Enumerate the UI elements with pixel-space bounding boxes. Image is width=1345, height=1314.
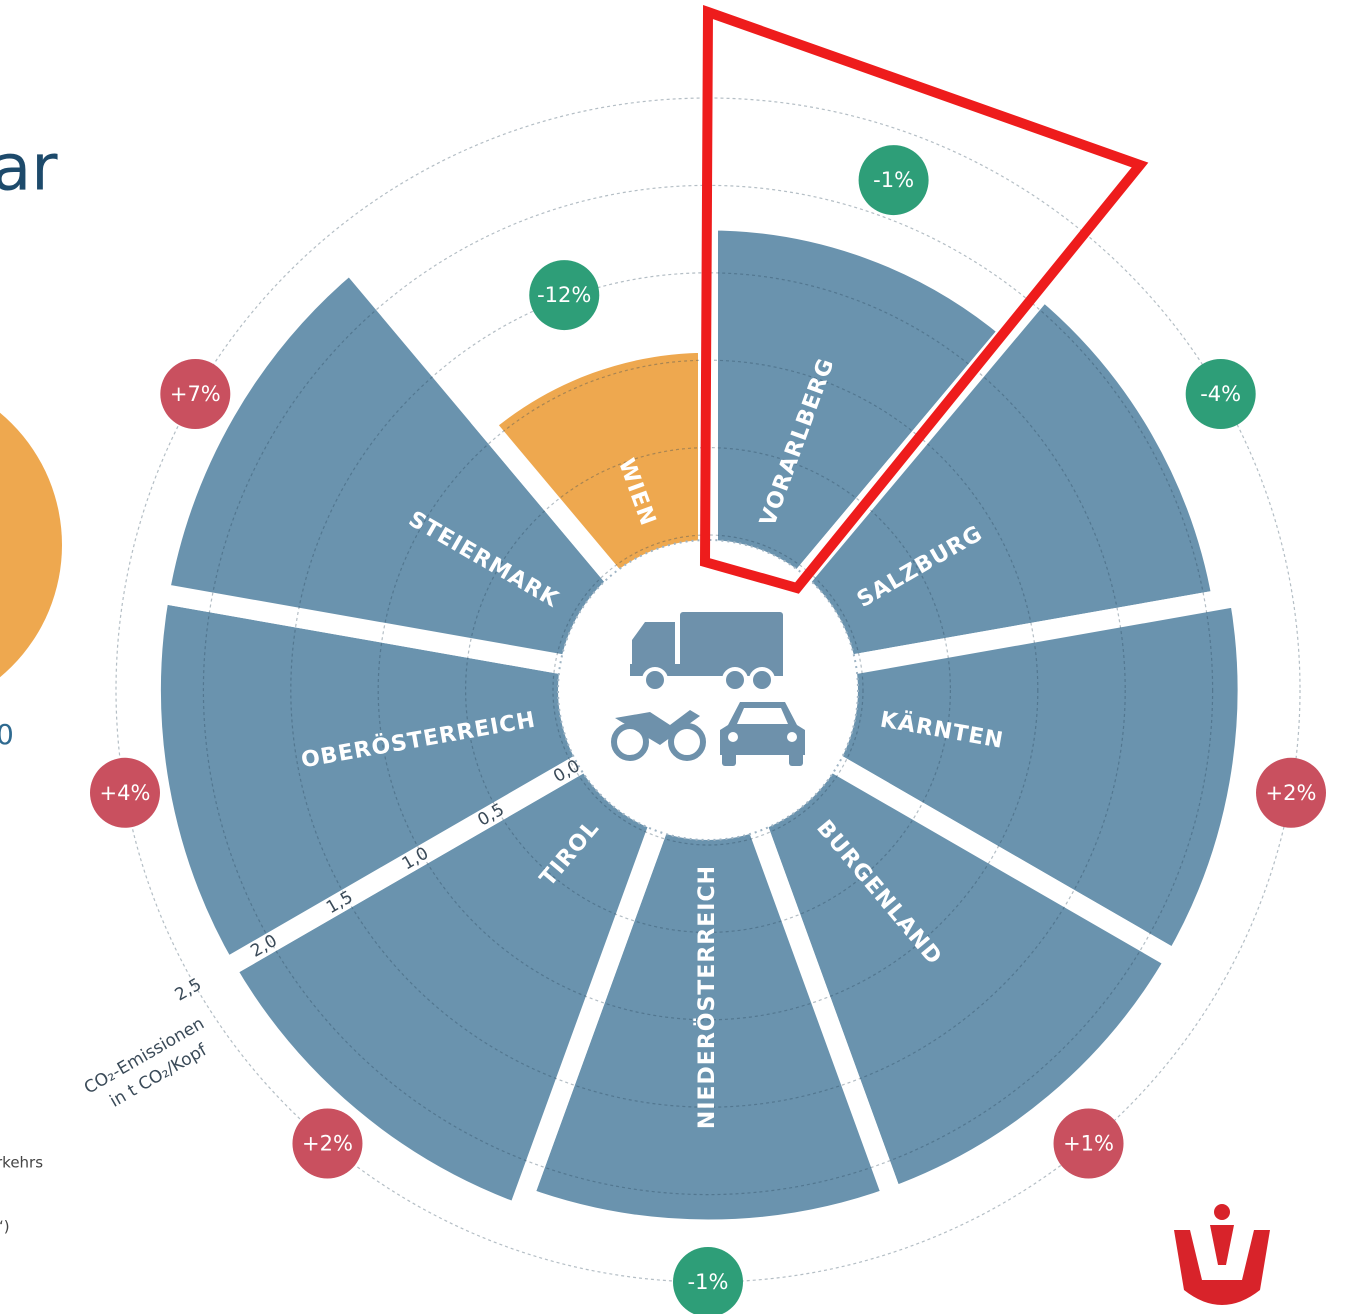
category-label: NIEDERÖSTERREICH — [694, 865, 720, 1129]
change-badge: +7% — [160, 359, 231, 429]
badge-label: +2% — [1266, 781, 1317, 805]
change-badge: +4% — [89, 757, 160, 828]
change-badge: +2% — [1256, 757, 1327, 828]
badge-circle — [673, 1247, 743, 1314]
badge-circle — [89, 757, 160, 828]
bar — [510, 660, 906, 1240]
center-hole — [557, 539, 859, 841]
badge-label: -4% — [1200, 382, 1241, 406]
change-badge: +2% — [292, 1108, 363, 1179]
badge-circle — [1053, 1108, 1124, 1179]
side-circle — [0, 412, 62, 678]
annotation-outline — [699, 4, 1149, 594]
badge-circle — [1185, 359, 1256, 429]
bar — [689, 667, 1189, 1210]
window-cutouts — [728, 708, 797, 742]
badge-circle — [529, 260, 600, 331]
badge-label: -1% — [873, 168, 914, 192]
badge-circle — [858, 145, 929, 216]
grid-line — [377, 359, 1039, 1021]
badge-circle — [292, 1108, 363, 1179]
note: “) — [0, 1218, 10, 1236]
change-badge: -4% — [1185, 359, 1256, 429]
change-badge: -1% — [858, 145, 929, 216]
badge-circle — [160, 359, 231, 429]
vehicle-icons — [611, 612, 805, 766]
badge-label: +4% — [100, 781, 151, 805]
change-badge: -12% — [529, 260, 600, 331]
grid-line — [115, 97, 1301, 1283]
badge-label: +1% — [1063, 1131, 1114, 1155]
y-tick-label: 2,5 — [172, 975, 205, 1006]
badge-circle — [1256, 757, 1327, 828]
note: rkehrs — [0, 1154, 43, 1172]
title-fragment: ar — [0, 132, 58, 206]
change-badge: +1% — [1053, 1108, 1124, 1179]
grid-line — [290, 272, 1126, 1108]
badge-label: +7% — [170, 382, 221, 406]
badge-label: +2% — [302, 1131, 353, 1155]
badge-label: -12% — [537, 283, 591, 307]
note: 0 — [0, 718, 14, 751]
logo — [1174, 1204, 1270, 1305]
change-badge: -1% — [673, 1247, 743, 1314]
badge-label: -1% — [688, 1270, 729, 1294]
grid-line — [552, 534, 864, 846]
bar — [682, 275, 1234, 705]
